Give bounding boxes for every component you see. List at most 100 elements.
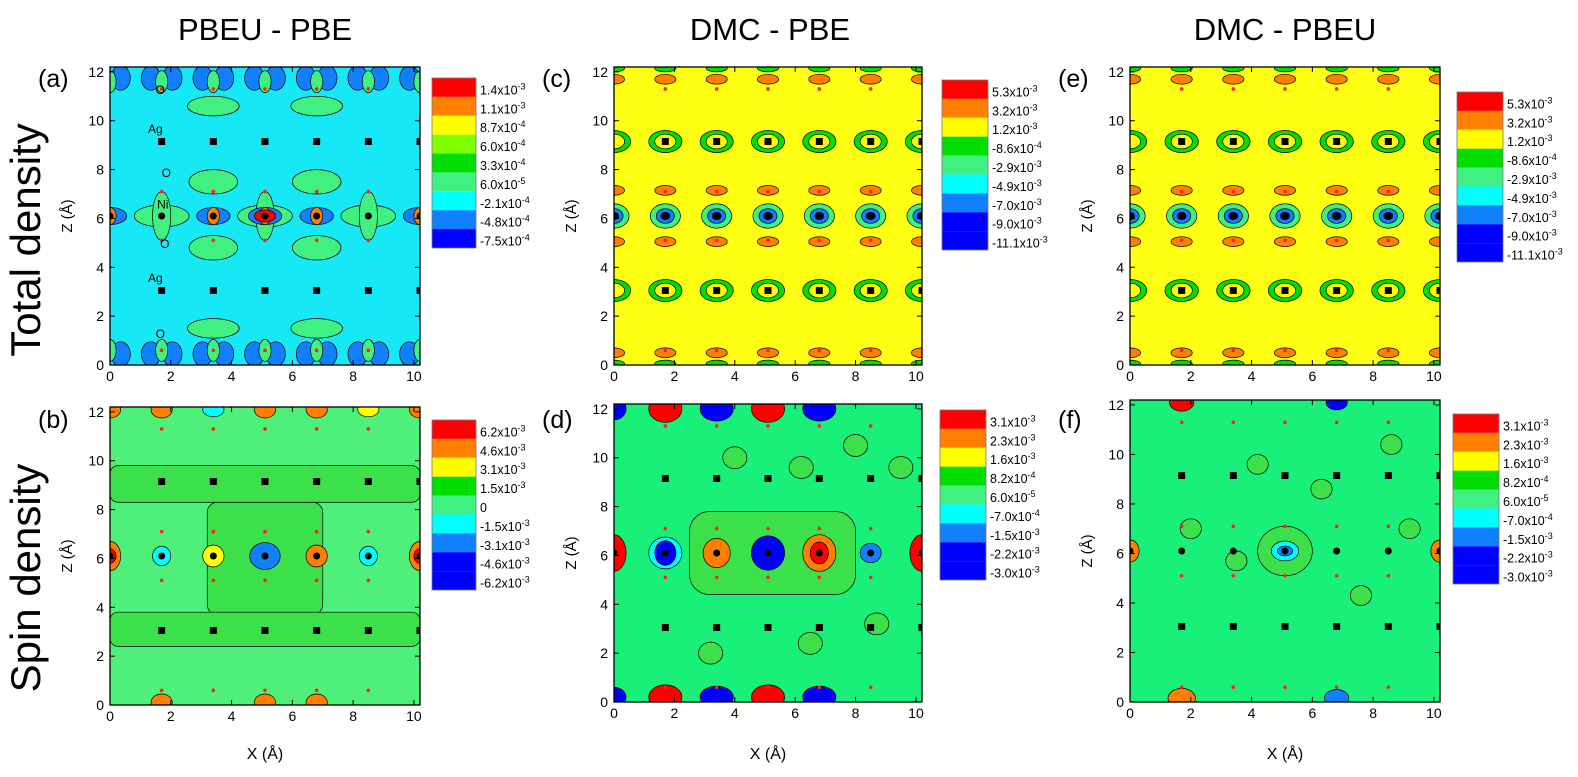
y-tick-label: 6 [600,547,608,563]
ag-atom-marker [416,627,420,634]
o-atom-marker [714,87,719,91]
o-atom-marker [1179,87,1184,91]
o-atom-marker [1231,189,1236,194]
contour-lobe [757,73,779,85]
ag-atom-marker [364,287,372,294]
x-tick-label: 2 [167,368,175,384]
o-atom-marker [159,238,164,243]
contour-lobe [648,404,683,423]
ag-atom-marker [1229,472,1237,479]
ag-atom-marker [1281,472,1289,479]
o-atom-marker [868,238,873,243]
colorbar-swatch [940,523,986,543]
contour-lobe [1170,359,1193,365]
ni-atom-marker [364,552,372,560]
ag-atom-marker [364,478,372,485]
colorbar-swatch [1457,205,1503,225]
contour-lobe [421,342,440,366]
ni-atom-marker [764,549,772,557]
y-tick-label: 2 [600,308,608,324]
ag-atom-marker [209,287,217,294]
ag-atom-marker [713,138,721,145]
contour-lobe [1325,347,1348,359]
contour-lobe [1170,67,1193,73]
colorbar-swatch [432,571,476,590]
ag-atom-marker [416,478,420,485]
ag-atom-marker [1384,472,1392,479]
ag-atom-marker [261,287,269,294]
contour-lobe [654,67,677,73]
contour-lobe [1429,185,1440,196]
colorbar-swatch [432,552,476,572]
x-tick-label: 10 [406,708,422,724]
contour-lobe [206,70,220,93]
y-tick-label: 4 [600,596,608,612]
colorbar-swatch [432,172,476,192]
ni-atom-marker [661,549,669,557]
colorbar-label: 6.0x10-4 [480,138,526,154]
colorbar-label: 8.2x10-4 [990,470,1036,486]
colorbar-swatch [432,115,476,135]
o-atom-marker [868,526,873,531]
contour-lobe [802,685,837,702]
contour-features [614,404,922,702]
o-atom-marker [159,348,164,353]
o-atom-marker [211,348,216,353]
ag-atom-marker [1384,138,1392,145]
contour-lobe [413,70,420,93]
x-tick-label: 2 [1187,705,1195,721]
o-atom-marker [1283,348,1287,353]
x-tick-label: 10 [1426,705,1442,721]
o-atom-marker [766,189,770,194]
ni-atom-marker [158,212,166,220]
x-tick-label: 4 [731,705,739,721]
o-atom-marker [1334,573,1339,578]
contour-lobe [699,404,734,422]
x-tick-label: 8 [349,368,357,384]
panel-label: (b) [38,406,69,434]
ag-atom-marker [764,475,772,482]
o-atom-marker [817,189,822,194]
contour-patch [1179,518,1202,539]
ag-atom-marker [1178,623,1186,630]
y-tick-label: 4 [1116,595,1124,611]
ni-atom-marker [614,549,618,557]
colorbar-label: 0 [480,501,487,515]
ag-atom-marker [1281,138,1289,145]
o-atom-marker [159,688,164,693]
contour-lobe [188,235,238,261]
row-title-total: Total density [2,123,49,356]
y-tick-label: 6 [96,550,104,566]
o-atom-marker [868,87,873,91]
o-atom-marker [1231,524,1236,529]
o-atom-marker [714,424,719,428]
y-tick-label: 4 [96,259,104,275]
contour-lobe [1429,67,1440,73]
x-tick-label: 0 [106,708,114,724]
contour-lobe [757,67,779,73]
x-tick-label: 2 [670,705,678,721]
contour-lobe [751,404,785,423]
contour-features [110,67,440,366]
colorbar-swatch [942,174,988,194]
x-tick-label: 6 [791,705,799,721]
colorbar-frame [431,419,477,591]
contour-lobe [751,684,785,702]
y-tick-label: 2 [600,645,608,661]
colorbar-label: 1.2x10-3 [992,121,1038,137]
x-tick-label: 0 [610,705,618,721]
o-atom-marker [263,578,267,583]
o-atom-marker [766,575,770,580]
colorbar-label: 1.6x10-3 [990,451,1036,467]
colorbar-label: -8.6x10-4 [1507,152,1557,168]
x-tick-label: 10 [406,368,422,384]
column-title-2: DMC - PBE [690,12,850,47]
o-atom-marker [263,87,267,91]
o-atom-marker [1231,238,1236,243]
colorbar: 3.1x10-3 2.3x10-3 1.6x10-3 8.2x10-4 6.0x10-5… [939,409,1040,581]
o-atom-marker [1334,420,1339,425]
y-axis-label: Z (Å) [563,199,580,232]
contour-lobe [654,347,677,359]
contour-patch [722,446,748,470]
colorbar-swatch [1453,508,1499,528]
